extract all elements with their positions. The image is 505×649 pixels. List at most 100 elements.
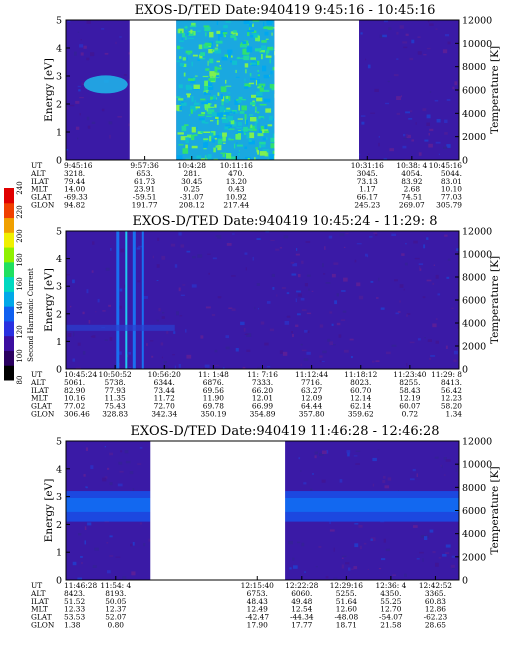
spectrogram-noise	[342, 310, 347, 313]
spectrogram-cell	[255, 35, 260, 42]
spectrogram-cell	[186, 93, 191, 95]
spectrogram-noise	[427, 339, 432, 342]
spectrogram-cell	[249, 114, 254, 116]
spectrogram-noise	[417, 338, 421, 341]
spectrogram-noise	[118, 305, 122, 309]
spectrogram-noise	[365, 58, 367, 61]
panel-2: EXOS-D/TED Date:940419 10:45:24 - 11:29:…	[30, 214, 501, 419]
spectrogram-noise	[372, 457, 377, 462]
spectrogram-cell	[198, 114, 205, 117]
spectrogram-noise	[343, 349, 349, 353]
colorbar-segment	[4, 261, 14, 278]
spectrogram-cell	[271, 32, 273, 36]
spectrogram-noise	[306, 312, 312, 315]
spectrogram-noise	[445, 552, 450, 554]
spectrogram-noise	[443, 146, 448, 149]
spectrogram-cell	[204, 42, 212, 47]
spectrogram-noise	[128, 352, 131, 355]
spectrogram-noise	[404, 262, 408, 266]
ephemeris-row-label: UT	[31, 370, 42, 379]
spectrogram-cell	[210, 96, 216, 100]
spectrogram-cell	[214, 104, 217, 108]
spectrogram-noise	[67, 333, 72, 337]
spectrogram-noise	[212, 257, 217, 260]
ephemeris-value: 49.48	[291, 597, 312, 606]
y2-tick-label: 6000	[462, 506, 486, 517]
spectrogram-noise	[301, 309, 307, 312]
spectrogram-cell	[185, 36, 187, 40]
ephemeris-value: 6753.	[247, 589, 268, 598]
spectrogram-noise	[203, 367, 207, 369]
ephemeris-value: 3365.	[425, 589, 446, 598]
ephemeris-value: 17.77	[291, 621, 312, 630]
ephemeris-value: 10:56:20	[148, 370, 181, 379]
spectrogram-noise	[81, 562, 83, 565]
spectrogram-cell	[223, 142, 226, 144]
ephemeris-value: 51.64	[336, 597, 357, 606]
ephemeris-value: 11:12:44	[295, 370, 328, 379]
spectrogram-noise	[102, 310, 106, 312]
spectrogram-noise	[124, 450, 129, 454]
spectrogram-cell	[259, 145, 261, 148]
spectrogram-noise	[174, 365, 176, 369]
spectrogram-noise	[341, 564, 345, 569]
spectrogram-cell	[229, 111, 233, 113]
spectrogram-noise	[384, 20, 388, 23]
spectrogram-cell	[265, 50, 268, 56]
spectrogram-cell	[228, 128, 235, 130]
colorbar-segment	[4, 188, 14, 204]
spectrogram-noise	[455, 468, 458, 472]
spectrogram-noise	[451, 307, 454, 309]
spectrogram-noise	[90, 52, 95, 57]
spectrogram-noise	[396, 112, 400, 115]
spectrogram-noise	[303, 358, 309, 361]
spectrogram-noise	[161, 255, 166, 260]
spectrogram-noise	[444, 34, 450, 37]
spectrogram-cell	[263, 21, 265, 27]
spectrogram-cell	[209, 58, 214, 64]
spectrogram-cell	[250, 117, 257, 122]
ephemeris-value: 12:36: 4	[375, 581, 406, 590]
spectrogram-noise	[409, 341, 415, 344]
spectrogram-noise	[75, 100, 80, 104]
spectrogram-cell	[216, 30, 221, 34]
spectrogram-cell	[241, 44, 247, 47]
spectrogram-noise	[358, 525, 363, 528]
spectrogram-noise	[86, 20, 91, 24]
spectrogram-cell	[257, 133, 264, 137]
spectrogram-cell	[224, 121, 228, 124]
spectrogram-noise	[166, 331, 169, 334]
spectrogram-noise	[391, 233, 397, 236]
spectrogram-cell	[179, 40, 184, 43]
spectrogram-cell	[255, 106, 257, 111]
spectrogram-cell	[215, 40, 223, 44]
ephemeris-value: 5738.	[105, 378, 126, 387]
spectrogram-noise	[178, 287, 181, 292]
ephemeris-value: 72.70	[154, 402, 175, 411]
ephemeris-value: 12.19	[399, 394, 420, 403]
spectrogram-noise	[336, 293, 339, 297]
spectrogram-noise	[176, 311, 179, 316]
spectrogram-noise	[257, 308, 260, 310]
spectrogram-noise	[403, 46, 408, 49]
ephemeris-value: 63.27	[301, 386, 322, 395]
spectrogram-noise	[402, 41, 408, 44]
ephemeris-value: 1.38	[64, 621, 81, 630]
spectrogram-noise	[84, 526, 87, 530]
spectrogram-cell	[272, 66, 275, 71]
spectrogram-noise	[117, 483, 123, 487]
spectrogram-noise	[434, 456, 439, 459]
spectrogram-noise	[77, 342, 81, 346]
spectrogram-noise	[446, 276, 450, 279]
spectrogram-noise	[412, 468, 416, 472]
spectrogram-cell	[264, 137, 268, 140]
data-gap	[129, 20, 177, 160]
spectrogram-cell	[204, 26, 211, 32]
spectrogram-noise	[383, 475, 386, 479]
spectrogram-noise	[429, 529, 434, 533]
spectrogram-cell	[257, 74, 260, 77]
ephemeris-value: 10:50:52	[99, 370, 132, 379]
ephemeris-value: 18.71	[336, 621, 357, 630]
spectrogram-cell	[238, 104, 240, 111]
spectrogram-noise	[67, 20, 71, 23]
